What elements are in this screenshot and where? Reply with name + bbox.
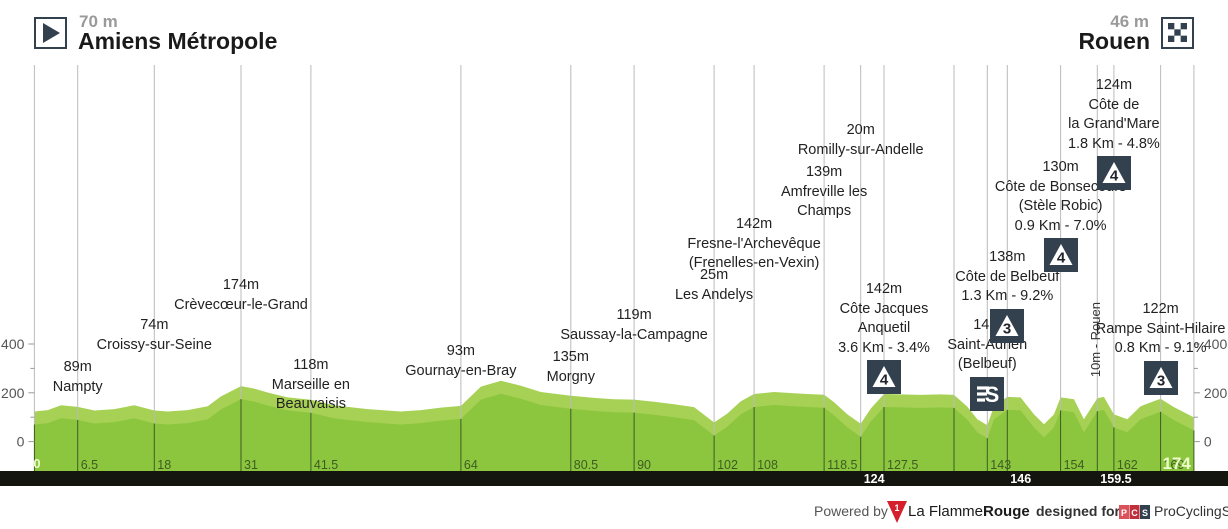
svg-text:0: 0	[17, 434, 25, 450]
svg-text:S: S	[985, 382, 1000, 407]
svg-text:P: P	[1121, 508, 1127, 518]
svg-text:S: S	[1142, 508, 1148, 518]
svg-text:3: 3	[1003, 321, 1011, 338]
svg-text:400: 400	[1, 336, 25, 352]
svg-text:200: 200	[1204, 385, 1228, 401]
svg-text:4: 4	[1056, 250, 1065, 267]
svg-text:C: C	[1131, 508, 1138, 518]
svg-text:3: 3	[1156, 373, 1164, 390]
svg-text:1: 1	[894, 503, 899, 513]
svg-text:4: 4	[1110, 168, 1119, 185]
svg-text:0: 0	[1204, 434, 1212, 450]
